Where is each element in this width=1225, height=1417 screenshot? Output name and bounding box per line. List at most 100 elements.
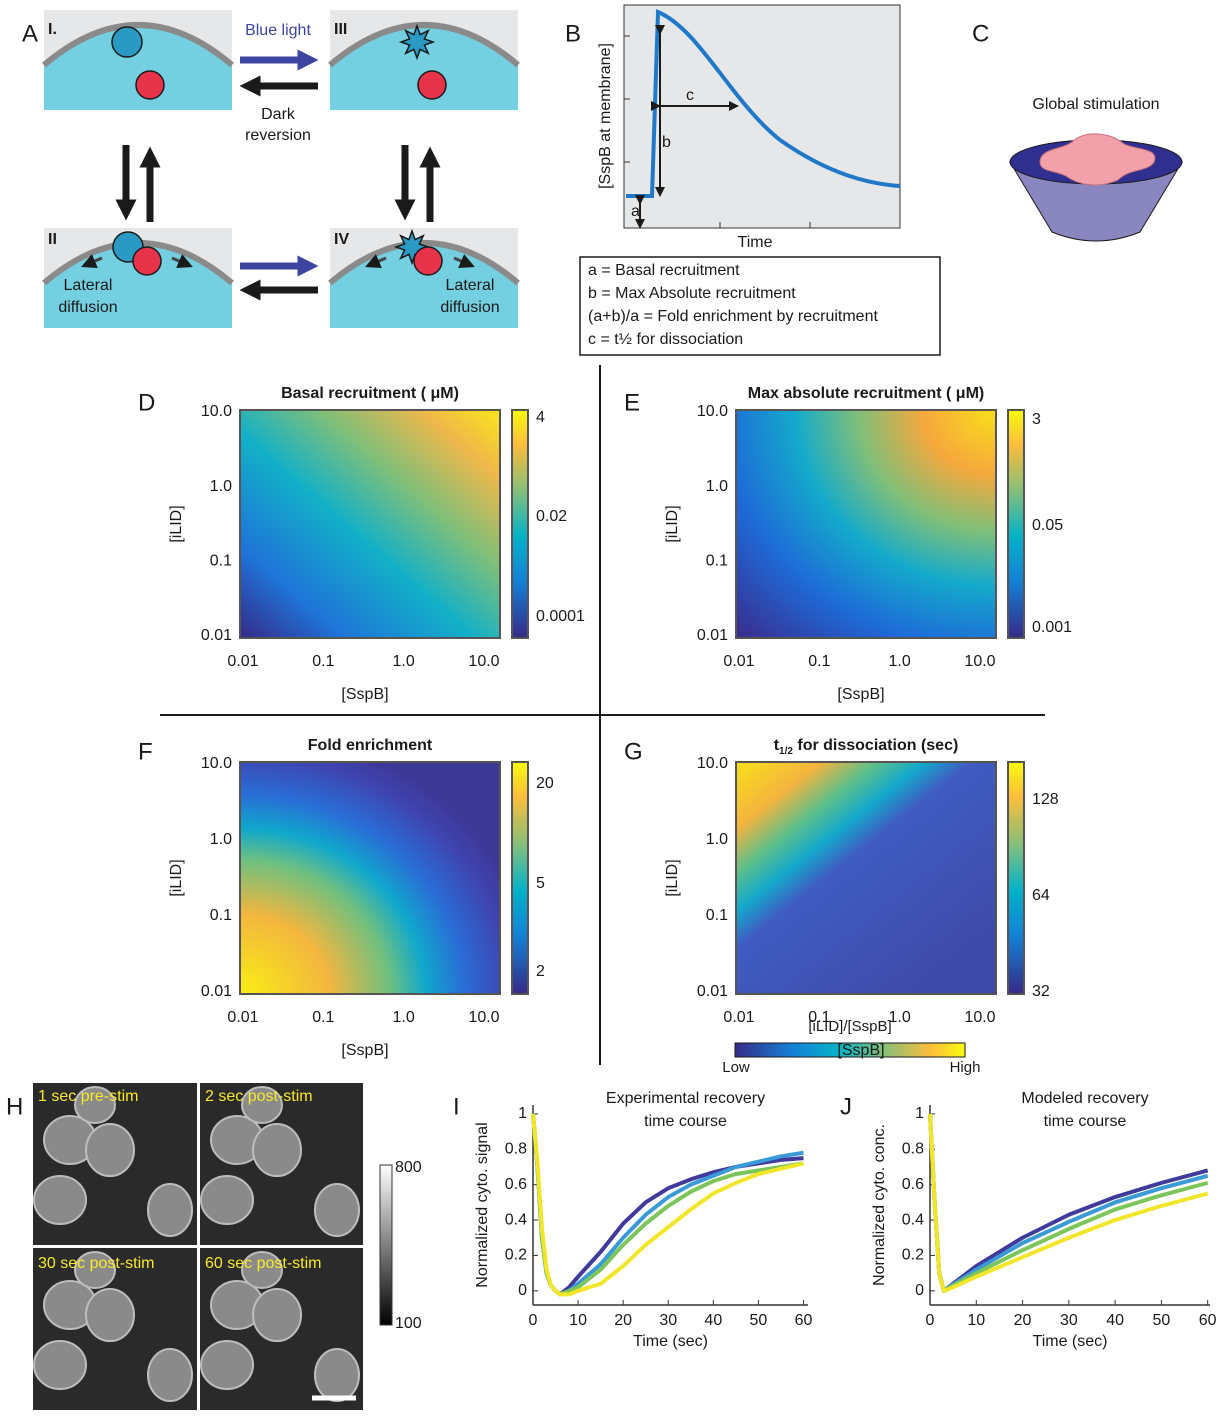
colorbar-low: Low (722, 1059, 750, 1076)
chart-title: time course (644, 1113, 727, 1130)
y-tick-label: 0.01 (201, 627, 232, 644)
x-tick-label: 1.0 (393, 1009, 415, 1026)
y-tick-label: 0.2 (505, 1247, 527, 1264)
legend-entry: b = Max Absolute recruitment (588, 285, 796, 302)
state-label: I. (48, 21, 57, 38)
y-tick-label: 0.8 (505, 1140, 527, 1157)
heatmap (736, 762, 996, 994)
sspb (418, 71, 446, 99)
x-tick-label: 10.0 (468, 1009, 499, 1026)
series-line (533, 1114, 803, 1295)
frame-label: 1 sec pre-stim (38, 1088, 138, 1105)
colorbar-tick: 0.0001 (536, 608, 585, 625)
x-tick-label: 0.01 (723, 653, 754, 670)
y-axis-label: Normalized cyto. conc. (871, 1124, 888, 1286)
frame-label: 60 sec post-stim (205, 1255, 321, 1272)
y-tick-label: 0.2 (902, 1247, 924, 1264)
x-tick-label: 10 (569, 1312, 587, 1329)
panel-label: J (840, 1093, 852, 1120)
frame-label: 2 sec post-stim (205, 1088, 313, 1105)
panel-label: A (22, 20, 38, 47)
panel-label: G (624, 738, 643, 765)
chart-title: time course (1044, 1113, 1127, 1130)
y-tick-label: 0.4 (505, 1211, 527, 1228)
y-tick-label: 0.6 (505, 1176, 527, 1193)
series-line (930, 1114, 1208, 1291)
y-tick-label: 0.8 (902, 1140, 924, 1157)
series-line (930, 1114, 1208, 1291)
colorbar-tick: 128 (1032, 791, 1059, 808)
page: {"panel_labels": ["A", "B", "C", "D", "E… (0, 0, 1225, 1417)
y-tick-label: 0.1 (706, 907, 728, 924)
x-tick-label: 0.01 (227, 1009, 258, 1026)
sspb (136, 71, 164, 99)
x-tick-label: 10 (967, 1312, 985, 1329)
x-axis-label: [SspB] (837, 686, 884, 703)
schematic-plot (624, 5, 900, 228)
measure-label: c (686, 87, 694, 104)
y-axis-label: [iLID] (168, 505, 185, 542)
heatmap-title: Max absolute recruitment ( μM) (748, 385, 985, 402)
x-tick-label: 10.0 (964, 653, 995, 670)
state-label: II (48, 231, 57, 248)
x-tick-label: 20 (1014, 1312, 1032, 1329)
diffusion-label: diffusion (58, 299, 117, 316)
diffusion-label: Lateral (446, 277, 495, 294)
colorbar-tick: 800 (395, 1159, 422, 1176)
x-tick-label: 1.0 (393, 653, 415, 670)
y-tick-label: 1.0 (706, 478, 728, 495)
colorbar-tick: 0.001 (1032, 619, 1072, 636)
colorbar-tick: 64 (1032, 887, 1050, 904)
y-axis-label: [SspB at membrane] (597, 43, 614, 189)
state-label: IV (334, 231, 349, 248)
colorbar-tick: 0.02 (536, 508, 567, 525)
y-tick-label: 0.1 (210, 553, 232, 570)
intensity-colorbar (380, 1165, 392, 1325)
y-axis-label: [iLID] (664, 859, 681, 896)
x-tick-label: 20 (614, 1312, 632, 1329)
colorbar-tick: 32 (1032, 983, 1050, 1000)
x-tick-label: 0 (926, 1312, 935, 1329)
legend-entry: a = Basal recruitment (588, 262, 740, 279)
panel-label: H (6, 1093, 23, 1120)
dark-reversion-label: reversion (245, 127, 311, 144)
x-axis-label: Time (sec) (633, 1333, 708, 1350)
heatmap-title: Fold enrichment (308, 737, 433, 754)
y-tick-label: 10.0 (201, 755, 232, 772)
x-tick-label: 50 (1153, 1312, 1171, 1329)
x-tick-label: 0.1 (312, 1009, 334, 1026)
y-tick-label: 0.01 (697, 983, 728, 1000)
y-tick-label: 1.0 (210, 478, 232, 495)
colorbar (512, 410, 528, 638)
x-tick-label: 30 (1060, 1312, 1078, 1329)
y-axis-label: [iLID] (664, 505, 681, 542)
heatmap-title: t1/2 for dissociation (sec) (774, 737, 959, 756)
series-line (930, 1114, 1208, 1291)
x-tick-label: 40 (1106, 1312, 1124, 1329)
colorbar-tick: 100 (395, 1315, 422, 1332)
stimulation-label: Global stimulation (1032, 96, 1159, 113)
x-tick-label: 0.1 (808, 653, 830, 670)
colorbar (512, 762, 528, 994)
y-tick-label: 10.0 (697, 755, 728, 772)
microscopy-frames (33, 1083, 363, 1410)
x-tick-label: 10.0 (468, 653, 499, 670)
x-axis-label: [SspB] (341, 686, 388, 703)
colorbar-tick: 20 (536, 775, 554, 792)
x-tick-label: 0 (529, 1312, 538, 1329)
chart-title: Modeled recovery (1021, 1090, 1148, 1107)
series-line (930, 1114, 1208, 1291)
x-axis-label: Time (sec) (1033, 1333, 1108, 1350)
y-tick-label: 10.0 (201, 403, 232, 420)
y-tick-label: 0.1 (706, 553, 728, 570)
cell-schematic (44, 10, 232, 110)
y-axis-label: Normalized cyto. signal (474, 1122, 491, 1287)
chart-title: Experimental recovery (606, 1090, 765, 1107)
blue-light-label: Blue light (245, 22, 311, 39)
x-tick-label: 0.01 (227, 653, 258, 670)
x-tick-label: 1.0 (889, 653, 911, 670)
panel-label: I (453, 1093, 460, 1120)
x-axis-label: Time (738, 234, 773, 251)
state-label: III (334, 21, 347, 38)
x-tick-label: 0.01 (723, 1009, 754, 1026)
